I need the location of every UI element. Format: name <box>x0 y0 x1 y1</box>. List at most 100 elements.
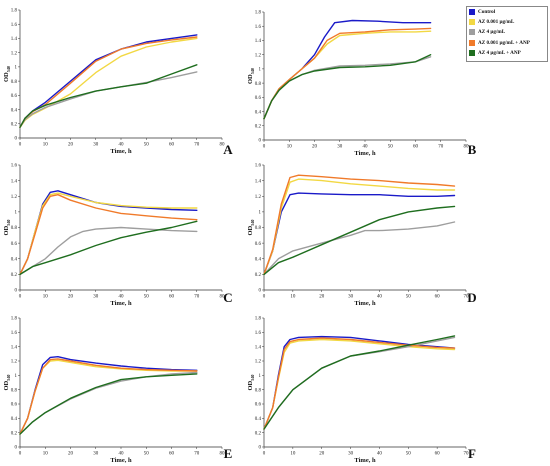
x-axis-label: Time, h <box>110 300 132 307</box>
panel-letter: E <box>224 446 233 461</box>
x-tick-label: 70 <box>438 145 444 150</box>
y-axis-label-main: OD <box>3 72 10 82</box>
panel-d: 0 0.2 0.4 0.6 0.8 1 1.2 1.4 1.6 0 10 20 30 40 50 60 70 Ti… <box>247 164 477 307</box>
y-tick-label: 0.6 <box>255 96 262 101</box>
x-tick-label: 40 <box>377 452 383 457</box>
y-tick-label: 1 <box>15 374 18 379</box>
y-tick-label: 1 <box>259 68 262 73</box>
y-tick-label: 1.2 <box>255 195 262 200</box>
legend-item: AZ 0.001 µg/mL + ANP <box>469 38 547 48</box>
y-axis-label-sub: 540 <box>250 219 255 225</box>
y-tick-label: 1.4 <box>255 179 262 184</box>
series-line-az-high <box>19 226 198 276</box>
x-tick-label: 70 <box>194 143 200 148</box>
x-tick-label: 50 <box>406 295 412 300</box>
x-tick-label: 50 <box>144 143 150 148</box>
panel-letter: A <box>223 142 233 157</box>
y-axis-label: OD540 <box>3 219 11 235</box>
y-tick-label: 0.2 <box>255 431 262 436</box>
x-tick-label: 0 <box>263 452 266 457</box>
y-tick-label: 1.6 <box>255 25 262 30</box>
x-tick-label: 30 <box>348 452 354 457</box>
y-axis-label: OD540 <box>3 66 11 82</box>
legend-label: AZ 4 µg/mL <box>478 29 506 36</box>
series-line-az-high-anp <box>263 54 432 120</box>
series-line-control <box>263 335 456 430</box>
y-axis-label-main: OD <box>247 225 254 235</box>
x-tick-label: 10 <box>43 143 49 148</box>
y-axis-label-main: OD <box>247 74 254 84</box>
x-tick-label: 60 <box>435 295 441 300</box>
x-tick-label: 20 <box>319 295 325 300</box>
y-tick-label: 1.6 <box>255 164 262 169</box>
y-tick-label: 1.2 <box>11 360 18 365</box>
y-axis-label: OD540 <box>247 374 255 390</box>
legend-swatch <box>469 49 475 56</box>
series-line-az-low-anp <box>263 27 432 120</box>
y-axis-label: OD540 <box>3 374 11 390</box>
series-line-az-high <box>263 56 432 120</box>
panel-letter: C <box>223 290 232 305</box>
y-tick-label: 0.8 <box>11 80 18 85</box>
x-axis-label: Time, h <box>110 148 132 155</box>
y-tick-label: 0.8 <box>11 388 18 393</box>
y-tick-label: 1.2 <box>255 360 262 365</box>
y-tick-label: 0.8 <box>255 388 262 393</box>
y-tick-label: 1.2 <box>11 195 18 200</box>
x-axis-label: Time, h <box>110 457 132 464</box>
panel-letter: B <box>468 142 477 157</box>
y-axis-label: OD540 <box>247 219 255 235</box>
y-tick-label: 0.2 <box>11 431 18 436</box>
y-tick-label: 0.6 <box>11 94 18 99</box>
x-axis-label: Time, h <box>354 150 376 157</box>
x-tick-label: 80 <box>464 145 470 150</box>
legend-swatch <box>469 39 475 46</box>
legend-swatch <box>469 9 475 16</box>
y-tick-label: 1 <box>15 211 18 216</box>
x-tick-label: 0 <box>19 295 22 300</box>
legend-label: AZ 0.001 µg/mL <box>478 19 515 26</box>
series-line-az-high <box>263 336 456 430</box>
y-axis-label: OD540 <box>247 68 255 84</box>
legend-label: Control <box>478 9 496 16</box>
legend-label: AZ 0.001 µg/mL + ANP <box>478 39 530 46</box>
y-tick-label: 1 <box>259 211 262 216</box>
x-tick-label: 20 <box>319 452 325 457</box>
y-tick-label: 1.2 <box>11 51 18 56</box>
y-tick-label: 0.8 <box>255 82 262 87</box>
y-tick-label: 0.8 <box>11 226 18 231</box>
series-line-az-high-anp <box>263 335 456 430</box>
y-tick-label: 0.2 <box>255 273 262 278</box>
series-line-az-high-anp <box>263 205 456 276</box>
panel-letter: F <box>468 446 476 461</box>
x-tick-label: 20 <box>68 295 74 300</box>
x-tick-label: 10 <box>290 452 296 457</box>
x-tick-label: 30 <box>93 295 99 300</box>
series-line-az-high-anp <box>19 220 198 276</box>
x-tick-label: 70 <box>464 452 470 457</box>
y-tick-label: 1.6 <box>11 164 18 169</box>
x-tick-label: 60 <box>169 295 175 300</box>
series-line-az-low-anp <box>19 358 198 435</box>
panel-e: 0 0.2 0.4 0.6 0.8 1 1.2 1.4 1.6 1.8 0 10 20 30 40 50 60 7… <box>3 317 232 464</box>
series-line-az-low <box>263 338 456 430</box>
y-axis-label-main: OD <box>3 225 10 235</box>
x-tick-label: 40 <box>119 295 125 300</box>
x-axis-label: Time, h <box>354 300 376 307</box>
panel-c: 0 0.2 0.4 0.6 0.8 1 1.2 1.4 1.6 0 10 20 30 40 50 60 70 80… <box>3 164 233 307</box>
y-tick-label: 0.4 <box>255 417 262 422</box>
x-tick-label: 80 <box>220 143 226 148</box>
x-tick-label: 0 <box>19 452 22 457</box>
y-tick-label: 1.4 <box>255 345 262 350</box>
panel-b: 0 0.2 0.4 0.6 0.8 1 1.2 1.4 1.6 1.8 0 10 20 30 40 50 60 7… <box>247 11 477 157</box>
y-tick-label: 1.2 <box>255 53 262 58</box>
y-tick-label: 0.4 <box>11 417 18 422</box>
y-tick-label: 0 <box>15 446 18 451</box>
y-tick-label: 0.6 <box>11 242 18 247</box>
y-tick-label: 0.6 <box>255 242 262 247</box>
y-tick-label: 1.4 <box>11 345 18 350</box>
x-tick-label: 80 <box>220 452 226 457</box>
x-tick-label: 0 <box>263 145 266 150</box>
y-tick-label: 1.6 <box>255 331 262 336</box>
y-tick-label: 1.4 <box>11 37 18 42</box>
